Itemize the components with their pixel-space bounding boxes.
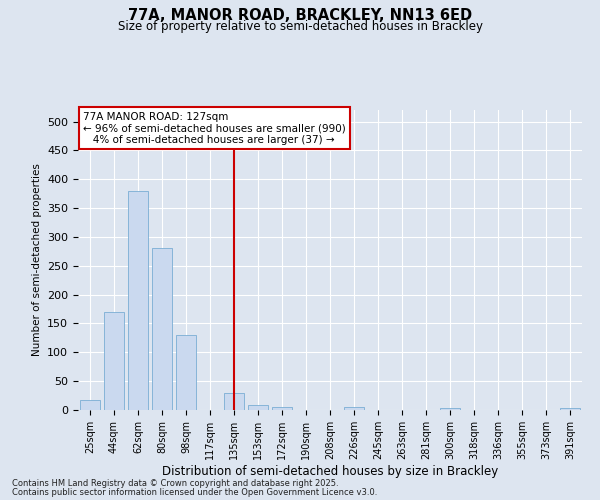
Text: Contains public sector information licensed under the Open Government Licence v3: Contains public sector information licen…: [12, 488, 377, 497]
Bar: [104, 312, 124, 410]
Bar: [344, 407, 364, 410]
Bar: [248, 406, 268, 410]
Bar: [224, 392, 244, 410]
Bar: [560, 408, 580, 410]
Bar: [176, 335, 196, 410]
Bar: [128, 191, 148, 410]
X-axis label: Distribution of semi-detached houses by size in Brackley: Distribution of semi-detached houses by …: [162, 464, 498, 477]
Text: 77A MANOR ROAD: 127sqm
← 96% of semi-detached houses are smaller (990)
   4% of : 77A MANOR ROAD: 127sqm ← 96% of semi-det…: [83, 112, 346, 144]
Text: 77A, MANOR ROAD, BRACKLEY, NN13 6ED: 77A, MANOR ROAD, BRACKLEY, NN13 6ED: [128, 8, 472, 22]
Bar: [440, 408, 460, 410]
Text: Contains HM Land Registry data © Crown copyright and database right 2025.: Contains HM Land Registry data © Crown c…: [12, 479, 338, 488]
Bar: [152, 248, 172, 410]
Bar: [80, 400, 100, 410]
Text: Size of property relative to semi-detached houses in Brackley: Size of property relative to semi-detach…: [118, 20, 482, 33]
Y-axis label: Number of semi-detached properties: Number of semi-detached properties: [32, 164, 41, 356]
Bar: [272, 407, 292, 410]
